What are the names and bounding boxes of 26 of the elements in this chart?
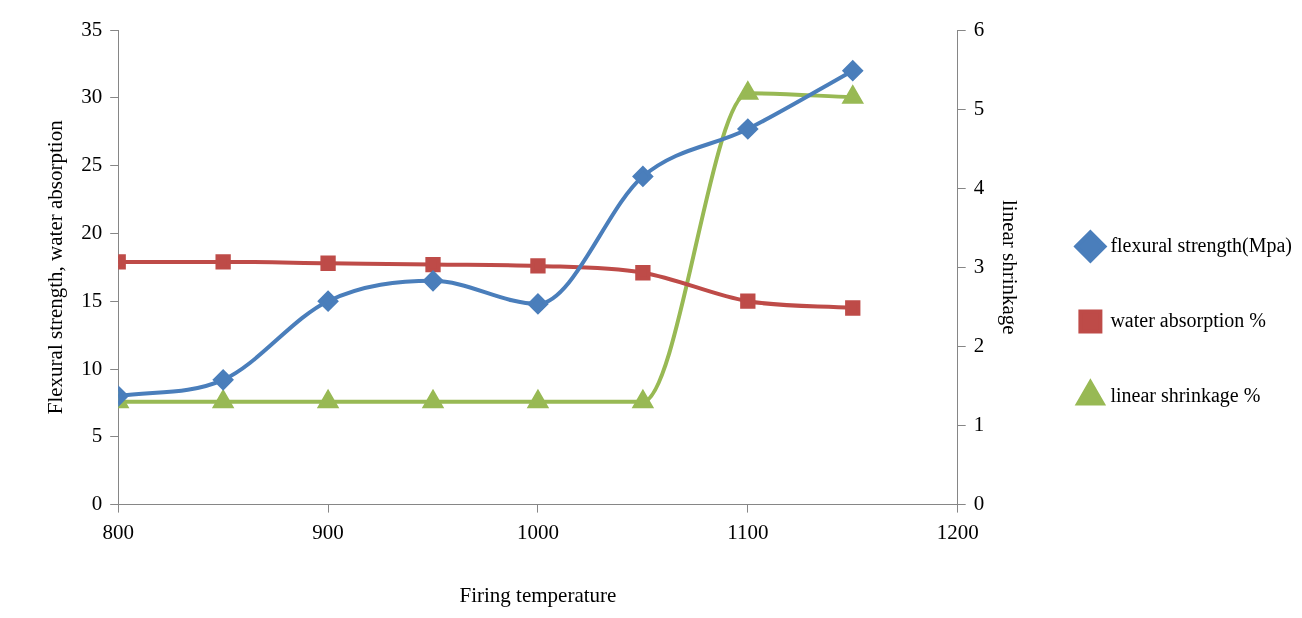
x-axis-title: Firing temperature — [459, 582, 617, 607]
x-tick-label: 1000 — [516, 519, 559, 544]
x-tick-label: 800 — [102, 519, 134, 544]
legend-label: flexural strength(Mpa) — [1110, 233, 1293, 257]
y-tick-label: 30 — [81, 84, 103, 109]
y-tick-label: 5 — [91, 423, 103, 448]
y-tick-label: 10 — [81, 355, 103, 380]
y2-axis-title: linear shrinkage — [998, 199, 1023, 335]
x-tick-label: 1100 — [727, 519, 769, 544]
x-tick-label: 900 — [312, 519, 344, 544]
y2-tick-label: 5 — [973, 95, 985, 120]
y-tick-label: 0 — [91, 491, 103, 516]
y2-tick-label: 0 — [973, 491, 985, 516]
y-axis-title: Flexural strength, water absorption — [43, 119, 68, 415]
y2-tick-label: 2 — [973, 332, 985, 357]
legend-label: water absorption % — [1110, 308, 1266, 332]
y2-tick-label: 3 — [973, 253, 985, 278]
y-tick-label: 25 — [81, 152, 103, 177]
legend-label: linear shrinkage % — [1110, 383, 1261, 407]
x-tick-label: 1200 — [936, 519, 979, 544]
y2-tick-label: 1 — [973, 412, 985, 437]
y-tick-label: 20 — [81, 219, 103, 244]
y-tick-label: 15 — [81, 287, 103, 312]
y2-tick-label: 4 — [973, 174, 985, 199]
y2-tick-label: 6 — [973, 16, 985, 41]
y-tick-label: 35 — [81, 16, 103, 41]
